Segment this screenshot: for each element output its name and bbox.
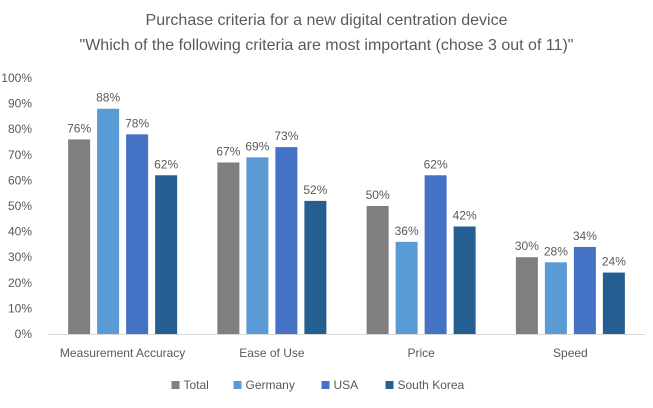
legend-swatch	[233, 381, 242, 389]
bar	[366, 206, 389, 334]
x-tick-label: Ease of Use	[239, 346, 305, 360]
data-label: 30%	[515, 239, 539, 253]
data-label: 36%	[395, 224, 419, 238]
legend-swatch	[171, 381, 180, 389]
legend-label: Total	[184, 378, 209, 392]
x-tick-label: Speed	[553, 346, 588, 360]
chart-subtitle: "Which of the following criteria are mos…	[79, 37, 574, 54]
bar	[217, 162, 240, 334]
y-tick-label: 10%	[8, 301, 32, 315]
bar	[126, 134, 149, 334]
data-label: 34%	[573, 229, 597, 243]
data-label: 28%	[544, 244, 568, 258]
data-label: 73%	[274, 129, 298, 143]
legend-swatch	[385, 381, 394, 389]
y-tick-label: 60%	[8, 173, 32, 187]
y-tick-label: 90%	[8, 97, 32, 111]
x-tick-label: Price	[407, 346, 435, 360]
bar	[453, 226, 476, 334]
legend-swatch	[321, 381, 330, 389]
bar	[573, 246, 596, 334]
bar	[275, 147, 298, 334]
bar	[602, 272, 625, 334]
data-label: 67%	[216, 144, 240, 158]
bar	[544, 262, 567, 334]
data-label: 78%	[125, 116, 149, 130]
data-label: 24%	[602, 255, 626, 269]
data-label: 62%	[424, 157, 448, 171]
y-tick-label: 30%	[8, 250, 32, 264]
y-tick-label: 20%	[8, 276, 32, 290]
legend-label: Germany	[246, 378, 295, 392]
data-label: 76%	[67, 121, 91, 135]
y-tick-label: 100%	[1, 71, 32, 85]
x-tick-label: Measurement Accuracy	[60, 346, 185, 360]
data-label: 69%	[245, 139, 269, 153]
data-label: 88%	[96, 91, 120, 105]
bar	[97, 108, 120, 334]
data-label: 62%	[154, 157, 178, 171]
data-label: 50%	[366, 188, 390, 202]
bar	[304, 200, 327, 334]
y-tick-label: 0%	[15, 327, 33, 341]
bar	[424, 175, 447, 334]
data-label: 52%	[303, 183, 327, 197]
legend-label: USA	[334, 378, 359, 392]
bar	[155, 175, 178, 334]
data-label: 42%	[453, 208, 477, 222]
bar	[515, 257, 538, 334]
bar	[68, 139, 91, 334]
chart-title: Purchase criteria for a new digital cent…	[145, 12, 508, 29]
bar	[395, 241, 418, 334]
y-tick-label: 70%	[8, 148, 32, 162]
y-tick-label: 40%	[8, 225, 32, 239]
bar	[246, 157, 269, 334]
y-tick-label: 80%	[8, 122, 32, 136]
legend-label: South Korea	[398, 378, 465, 392]
y-tick-label: 50%	[8, 199, 32, 213]
